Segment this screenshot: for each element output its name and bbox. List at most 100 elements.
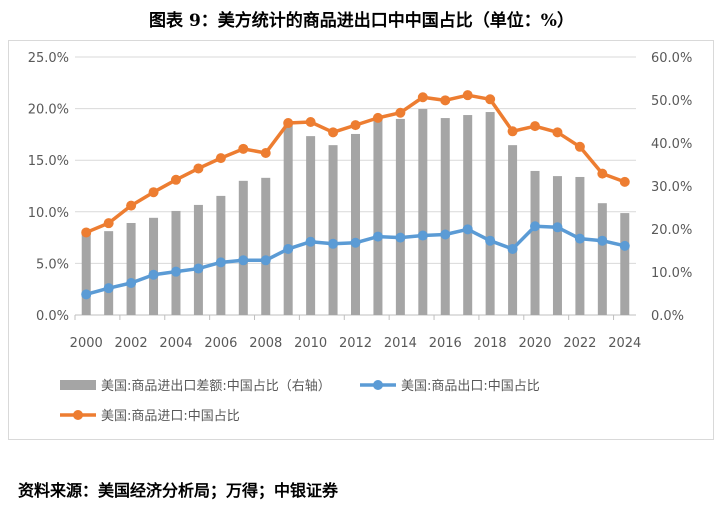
right-tick-label: 40.0% xyxy=(651,137,692,152)
data-point xyxy=(597,168,608,179)
bar xyxy=(238,180,248,315)
source-note: 资料来源：美国经济分析局；万得；中银证券 xyxy=(18,481,339,500)
data-point xyxy=(395,107,406,118)
bar xyxy=(395,118,405,315)
data-point xyxy=(462,224,473,235)
x-tick-label: 2010 xyxy=(294,336,327,351)
data-point xyxy=(485,94,496,105)
data-point xyxy=(170,174,181,185)
data-point xyxy=(126,200,137,211)
x-tick-label: 2016 xyxy=(429,336,462,351)
data-point xyxy=(574,233,585,244)
data-point xyxy=(305,117,316,128)
bar xyxy=(530,170,540,315)
x-tick-label: 2020 xyxy=(518,336,551,351)
data-point xyxy=(530,121,541,132)
data-point xyxy=(260,255,271,266)
data-point xyxy=(148,269,159,280)
data-point xyxy=(148,187,159,198)
data-point xyxy=(238,143,249,154)
data-point xyxy=(530,221,541,232)
chart-frame xyxy=(8,40,714,440)
legend-label: 美国:商品进口:中国占比 xyxy=(101,409,240,424)
bar xyxy=(373,120,383,316)
data-point xyxy=(126,278,137,289)
data-point xyxy=(283,118,294,129)
data-point xyxy=(103,283,114,294)
left-tick-label: 25.0% xyxy=(28,51,69,66)
x-tick-label: 2018 xyxy=(474,336,507,351)
bar xyxy=(440,118,450,315)
legend-swatch xyxy=(60,380,96,390)
bar xyxy=(149,217,159,315)
x-tick-label: 2014 xyxy=(384,336,417,351)
bar xyxy=(552,176,562,315)
data-point xyxy=(170,266,181,277)
data-point xyxy=(372,231,383,242)
bar xyxy=(216,195,226,315)
data-point xyxy=(462,90,473,101)
x-tick-label: 2006 xyxy=(204,336,237,351)
legend-label: 美国:商品出口:中国占比 xyxy=(401,379,540,394)
data-point xyxy=(619,176,630,187)
data-point xyxy=(81,227,92,238)
bar xyxy=(126,222,136,315)
data-point xyxy=(350,237,361,248)
data-point xyxy=(215,153,226,164)
right-tick-label: 10.0% xyxy=(651,266,692,281)
x-tick-label: 2022 xyxy=(563,336,596,351)
bar xyxy=(261,177,271,315)
data-point xyxy=(395,232,406,243)
data-point xyxy=(417,92,428,103)
bar xyxy=(597,203,607,315)
bar xyxy=(306,136,316,315)
right-tick-label: 20.0% xyxy=(651,223,692,238)
bar xyxy=(283,124,293,315)
right-tick-label: 60.0% xyxy=(651,51,692,66)
left-tick-label: 10.0% xyxy=(28,206,69,221)
x-tick-label: 2000 xyxy=(70,336,103,351)
data-point xyxy=(507,126,518,137)
bar xyxy=(508,145,518,315)
data-point xyxy=(103,218,114,229)
x-tick-label: 2002 xyxy=(115,336,148,351)
data-point xyxy=(305,236,316,247)
data-point xyxy=(328,238,339,249)
bar xyxy=(485,112,495,315)
data-point xyxy=(485,235,496,246)
left-tick-label: 0.0% xyxy=(36,309,69,324)
bar xyxy=(463,115,473,315)
data-point xyxy=(372,112,383,123)
legend-marker xyxy=(73,410,83,420)
chart-title: 图表 9：美方统计的商品进出口中中国占比（单位：%） xyxy=(149,11,574,31)
data-point xyxy=(260,147,271,158)
x-tick-label: 2024 xyxy=(608,336,641,351)
left-tick-label: 15.0% xyxy=(28,154,69,169)
data-point xyxy=(619,240,630,251)
data-point xyxy=(328,127,339,138)
bar xyxy=(418,109,428,315)
bar xyxy=(171,210,181,315)
right-tick-label: 0.0% xyxy=(651,309,684,324)
x-tick-label: 2012 xyxy=(339,336,372,351)
x-tick-label: 2008 xyxy=(249,336,282,351)
data-point xyxy=(81,289,92,300)
chart: 0.0% 5.0% 10.0% 15.0% 20.0% 25.0% 0.0% 10.0% 20.… xyxy=(28,51,693,424)
bar xyxy=(620,213,630,315)
data-point xyxy=(193,263,204,274)
data-point xyxy=(440,229,451,240)
data-point xyxy=(417,230,428,241)
data-point xyxy=(283,243,294,254)
data-point xyxy=(350,120,361,131)
data-point xyxy=(440,95,451,106)
data-point xyxy=(215,257,226,268)
right-tick-label: 30.0% xyxy=(651,180,692,195)
data-point xyxy=(552,127,563,138)
bar xyxy=(575,176,585,315)
right-tick-label: 50.0% xyxy=(651,94,692,109)
bar xyxy=(193,204,203,315)
data-point xyxy=(552,222,563,233)
legend-marker xyxy=(373,380,383,390)
data-point xyxy=(238,255,249,266)
bar xyxy=(81,232,91,315)
